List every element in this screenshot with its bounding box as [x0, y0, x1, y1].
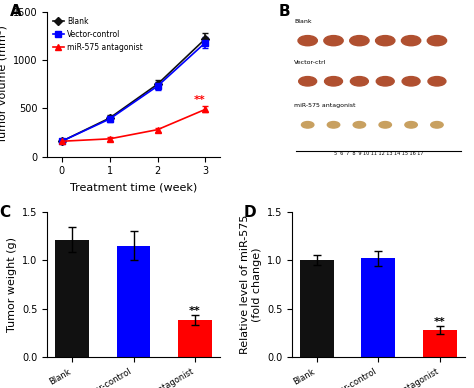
Ellipse shape: [350, 76, 368, 86]
Text: miR-575 antagonist: miR-575 antagonist: [294, 104, 356, 109]
Legend: Blank, Vector-control, miR-575 antagonist: Blank, Vector-control, miR-575 antagonis…: [51, 16, 145, 53]
Ellipse shape: [353, 121, 365, 128]
Bar: [55, 240, 89, 357]
Text: Vector-ctrl: Vector-ctrl: [294, 60, 326, 65]
Y-axis label: Tumor volume (mm³): Tumor volume (mm³): [0, 25, 8, 143]
Bar: [178, 320, 212, 357]
Text: **: **: [194, 95, 206, 104]
Text: C: C: [0, 204, 10, 220]
Ellipse shape: [405, 121, 417, 128]
Ellipse shape: [299, 76, 317, 86]
Ellipse shape: [301, 121, 314, 128]
Ellipse shape: [376, 76, 394, 86]
Ellipse shape: [328, 121, 340, 128]
Ellipse shape: [375, 36, 395, 46]
Y-axis label: Relative level of miR-575
(fold change): Relative level of miR-575 (fold change): [240, 215, 262, 354]
Ellipse shape: [427, 36, 447, 46]
Text: **: **: [434, 317, 446, 327]
Text: Blank: Blank: [294, 19, 311, 24]
Text: D: D: [244, 204, 256, 220]
Text: 5  6  7  8  9 10 11 12 13 14 15 16 17: 5 6 7 8 9 10 11 12 13 14 15 16 17: [334, 151, 423, 156]
Ellipse shape: [379, 121, 392, 128]
Ellipse shape: [431, 121, 443, 128]
Text: B: B: [278, 4, 290, 19]
Bar: [423, 330, 456, 357]
Ellipse shape: [324, 36, 343, 46]
Ellipse shape: [325, 76, 343, 86]
Ellipse shape: [428, 76, 446, 86]
Bar: [300, 260, 334, 357]
Ellipse shape: [401, 36, 421, 46]
Text: **: **: [189, 307, 201, 316]
Bar: [117, 246, 150, 357]
Ellipse shape: [298, 36, 317, 46]
Text: A: A: [9, 4, 21, 19]
X-axis label: Treatment time (week): Treatment time (week): [70, 182, 197, 192]
Y-axis label: Tumor weight (g): Tumor weight (g): [7, 237, 17, 332]
Ellipse shape: [402, 76, 420, 86]
Ellipse shape: [350, 36, 369, 46]
Bar: [362, 258, 395, 357]
